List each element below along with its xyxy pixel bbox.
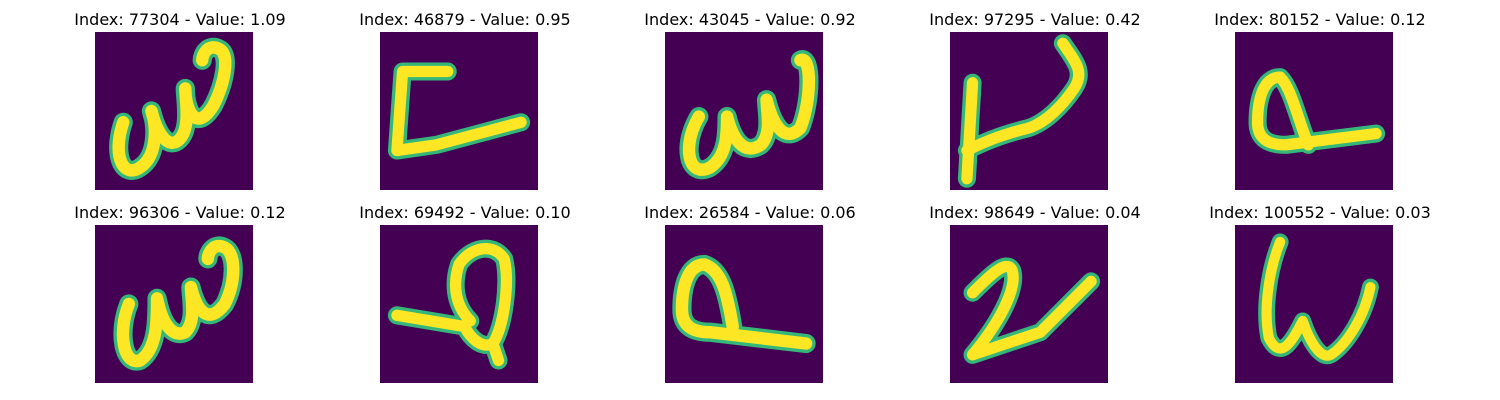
panel-title: Index: 69492 - Value: 0.10 xyxy=(359,203,571,222)
panel-title: Index: 77304 - Value: 1.09 xyxy=(74,10,286,29)
letter-image-w xyxy=(95,32,253,190)
panel-97295: Index: 97295 - Value: 0.42 xyxy=(890,10,1180,200)
panel-title: Index: 46879 - Value: 0.95 xyxy=(359,10,571,29)
panel-46879: Index: 46879 - Value: 0.95 xyxy=(320,10,610,200)
panel-100552: Index: 100552 - Value: 0.03 xyxy=(1175,203,1465,393)
panel-77304: Index: 77304 - Value: 1.09 xyxy=(35,10,325,200)
letter-image-w xyxy=(1235,225,1393,383)
panel-title: Index: 80152 - Value: 0.12 xyxy=(1214,10,1426,29)
panel-43045: Index: 43045 - Value: 0.92 xyxy=(605,10,895,200)
panel-title: Index: 97295 - Value: 0.42 xyxy=(929,10,1141,29)
letter-image-a xyxy=(1235,32,1393,190)
panel-title: Index: 100552 - Value: 0.03 xyxy=(1209,203,1431,222)
panel-98649: Index: 98649 - Value: 0.04 xyxy=(890,203,1180,393)
letter-image-w xyxy=(665,32,823,190)
letter-image-z xyxy=(950,225,1108,383)
panel-title: Index: 43045 - Value: 0.92 xyxy=(644,10,856,29)
letter-image-l xyxy=(380,32,538,190)
panel-80152: Index: 80152 - Value: 0.12 xyxy=(1175,10,1465,200)
letter-image-y xyxy=(950,32,1108,190)
letter-image-q xyxy=(380,225,538,383)
panel-69492: Index: 69492 - Value: 0.10 xyxy=(320,203,610,393)
panel-title: Index: 96306 - Value: 0.12 xyxy=(74,203,286,222)
letter-image-a xyxy=(665,225,823,383)
panel-96306: Index: 96306 - Value: 0.12 xyxy=(35,203,325,393)
panel-title: Index: 26584 - Value: 0.06 xyxy=(644,203,856,222)
panel-title: Index: 98649 - Value: 0.04 xyxy=(929,203,1141,222)
panel-26584: Index: 26584 - Value: 0.06 xyxy=(605,203,895,393)
letter-image-w xyxy=(95,225,253,383)
